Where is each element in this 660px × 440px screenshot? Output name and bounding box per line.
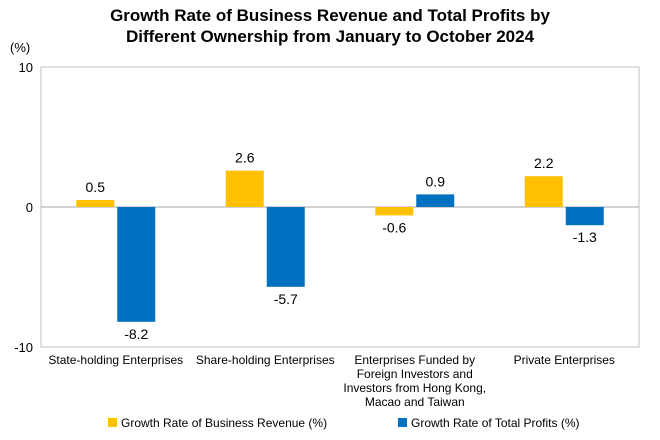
legend-swatch [108,418,117,427]
y-unit-label: (%) [10,40,30,55]
data-label: -8.2 [124,326,148,342]
data-label: 2.6 [235,150,255,166]
data-label: 0.9 [426,173,446,189]
y-tick-label: 0 [26,200,33,215]
bar [225,170,264,207]
chart-title-line: Different Ownership from January to Octo… [126,27,535,46]
category-label: Private Enterprises [514,353,615,367]
category-labels: State-holding Enterprises Share-holding E… [48,353,615,409]
bar [117,207,156,322]
category-label: Macao and Taiwan [365,395,465,409]
chart-title: Growth Rate of Business Revenue and Tota… [110,6,550,46]
data-labels: 0.5 -8.2 2.6 -5.7 -0.6 0.9 2.2 -1.3 [86,150,598,342]
bar [524,176,563,207]
bar [266,207,305,287]
data-label: -1.3 [573,229,597,245]
data-label: 2.2 [534,155,554,171]
bar [76,200,115,207]
category-label: Enterprises Funded by [354,353,475,367]
category-label: Investors from Hong Kong, [343,381,486,395]
category-label: Foreign Investors and [357,367,473,381]
legend-entry: Growth Rate of Business Revenue (%) [121,416,327,430]
data-label: -0.6 [382,219,406,235]
data-label: 0.5 [86,179,106,195]
y-tick-label: -10 [14,340,33,355]
data-label: -5.7 [274,291,298,307]
category-label: Share-holding Enterprises [196,353,335,367]
y-axis-ticks: 10 0 -10 [14,60,33,355]
category-label: State-holding Enterprises [48,353,183,367]
chart-title-line: Growth Rate of Business Revenue and Tota… [110,6,550,25]
bars [76,170,604,322]
legend-entry: Growth Rate of Total Profits (%) [411,416,580,430]
bar [565,207,604,226]
legend-swatch [398,418,407,427]
bar [416,194,455,207]
bar [375,207,414,216]
y-tick-label: 10 [19,60,33,75]
legend: Growth Rate of Business Revenue (%) Growt… [108,416,580,430]
